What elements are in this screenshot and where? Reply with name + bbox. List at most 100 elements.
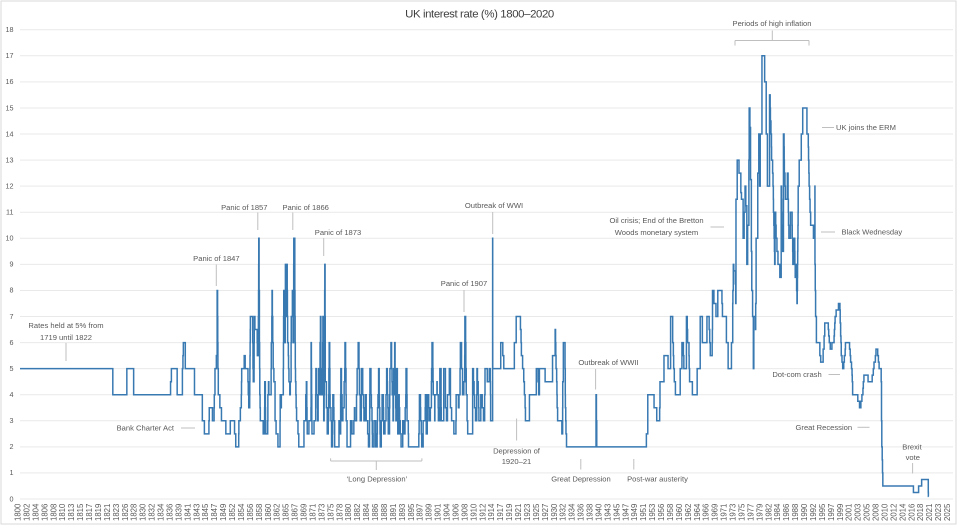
- svg-text:1919: 1919: [505, 504, 514, 521]
- svg-text:1891: 1891: [389, 504, 398, 521]
- svg-text:1847: 1847: [210, 504, 219, 521]
- svg-text:1901: 1901: [434, 504, 443, 521]
- svg-text:1854: 1854: [237, 503, 246, 521]
- svg-text:1817: 1817: [85, 504, 94, 521]
- svg-text:1938: 1938: [586, 504, 595, 521]
- svg-text:1865: 1865: [282, 503, 291, 521]
- svg-text:17: 17: [6, 51, 14, 60]
- svg-text:1841: 1841: [183, 504, 192, 521]
- svg-text:1845: 1845: [201, 503, 210, 521]
- svg-text:1940: 1940: [594, 503, 603, 521]
- svg-text:1979: 1979: [755, 504, 764, 521]
- svg-text:1856: 1856: [246, 504, 255, 521]
- svg-text:1849: 1849: [219, 504, 228, 521]
- svg-text:6: 6: [10, 338, 14, 347]
- svg-text:Bank Charter Act: Bank Charter Act: [117, 424, 175, 433]
- svg-text:1897: 1897: [416, 504, 425, 521]
- svg-text:Panic of 1907: Panic of 1907: [441, 279, 487, 288]
- svg-text:1871: 1871: [308, 504, 317, 521]
- svg-text:1988: 1988: [791, 504, 800, 521]
- svg-text:1943: 1943: [603, 504, 612, 521]
- svg-text:Outbreak of WWI: Outbreak of WWI: [465, 201, 523, 210]
- svg-text:9: 9: [10, 260, 14, 269]
- svg-text:1852: 1852: [228, 504, 237, 521]
- svg-text:UK joins the ERM: UK joins the ERM: [836, 123, 896, 132]
- svg-text:Oil crisis; End of the Bretton: Oil crisis; End of the Bretton: [609, 216, 703, 225]
- svg-text:Black Wednesday: Black Wednesday: [842, 228, 903, 237]
- svg-text:2016: 2016: [907, 504, 916, 521]
- svg-text:1819: 1819: [94, 504, 103, 521]
- svg-text:1956: 1956: [657, 504, 666, 521]
- svg-text:1828: 1828: [130, 504, 139, 521]
- svg-text:1945: 1945: [612, 503, 621, 521]
- svg-text:Periods of high inflation: Periods of high inflation: [733, 19, 812, 28]
- svg-text:1906: 1906: [451, 504, 460, 521]
- svg-text:18: 18: [6, 25, 14, 34]
- svg-text:5: 5: [10, 364, 14, 373]
- svg-text:1932: 1932: [559, 504, 568, 521]
- svg-text:15: 15: [6, 103, 14, 112]
- svg-text:1882: 1882: [353, 504, 362, 521]
- svg-text:1830: 1830: [139, 503, 148, 521]
- svg-text:1839: 1839: [174, 504, 183, 521]
- svg-text:1982: 1982: [764, 504, 773, 521]
- svg-text:2014: 2014: [898, 503, 907, 521]
- svg-text:11: 11: [6, 208, 13, 217]
- svg-text:1912: 1912: [478, 504, 487, 521]
- svg-text:Woods monetary system: Woods monetary system: [615, 228, 698, 237]
- svg-text:UK interest rate (%) 1800–2020: UK interest rate (%) 1800–2020: [405, 8, 554, 20]
- svg-text:2005: 2005: [863, 503, 872, 521]
- svg-text:1951: 1951: [639, 504, 648, 521]
- svg-text:1958: 1958: [666, 504, 675, 521]
- svg-text:2023: 2023: [934, 504, 943, 521]
- svg-text:Rates held at 5% from: Rates held at 5% from: [28, 321, 103, 330]
- svg-text:1884: 1884: [362, 503, 371, 521]
- svg-text:1860: 1860: [264, 503, 273, 521]
- svg-text:1808: 1808: [49, 504, 58, 521]
- svg-text:1888: 1888: [380, 504, 389, 521]
- svg-text:1917: 1917: [496, 504, 505, 521]
- svg-text:1999: 1999: [836, 504, 845, 521]
- svg-text:1804: 1804: [31, 503, 40, 521]
- svg-text:1995: 1995: [818, 503, 827, 521]
- svg-text:Panic of 1873: Panic of 1873: [315, 228, 361, 237]
- svg-text:1927: 1927: [541, 504, 550, 521]
- svg-text:1875: 1875: [326, 503, 335, 521]
- svg-text:2003: 2003: [854, 504, 863, 521]
- svg-text:1925: 1925: [532, 503, 541, 521]
- svg-text:1936: 1936: [577, 504, 586, 521]
- svg-text:1719 until 1822: 1719 until 1822: [40, 333, 92, 342]
- svg-text:1997: 1997: [827, 504, 836, 521]
- svg-text:1869: 1869: [300, 504, 309, 521]
- svg-text:1800: 1800: [14, 503, 23, 521]
- svg-text:1810: 1810: [58, 503, 67, 521]
- svg-text:1893: 1893: [398, 504, 407, 521]
- svg-text:1990: 1990: [800, 503, 809, 521]
- svg-text:Depression of: Depression of: [493, 447, 541, 456]
- svg-text:1895: 1895: [407, 503, 416, 521]
- svg-text:1969: 1969: [711, 504, 720, 521]
- svg-text:1873: 1873: [317, 504, 326, 521]
- svg-text:1962: 1962: [684, 504, 693, 521]
- svg-text:12: 12: [6, 181, 14, 190]
- svg-text:1813: 1813: [67, 504, 76, 521]
- svg-text:1880: 1880: [344, 503, 353, 521]
- svg-text:14: 14: [6, 129, 14, 138]
- svg-text:Panic of 1866: Panic of 1866: [282, 203, 328, 212]
- svg-text:1862: 1862: [273, 504, 282, 521]
- svg-text:1966: 1966: [702, 504, 711, 521]
- svg-text:1977: 1977: [746, 504, 755, 521]
- svg-text:Post-war austerity: Post-war austerity: [627, 475, 688, 484]
- svg-text:1992: 1992: [809, 504, 818, 521]
- svg-text:1971: 1971: [720, 504, 729, 521]
- svg-text:Panic of 1857: Panic of 1857: [221, 203, 267, 212]
- svg-text:1986: 1986: [782, 504, 791, 521]
- svg-text:1908: 1908: [460, 504, 469, 521]
- svg-text:2: 2: [10, 442, 14, 451]
- svg-text:10: 10: [6, 234, 14, 243]
- svg-text:Great Depression: Great Depression: [551, 475, 611, 484]
- svg-text:1964: 1964: [693, 503, 702, 521]
- svg-text:1832: 1832: [148, 504, 157, 521]
- svg-text:1984: 1984: [773, 503, 782, 521]
- svg-text:1806: 1806: [40, 504, 49, 521]
